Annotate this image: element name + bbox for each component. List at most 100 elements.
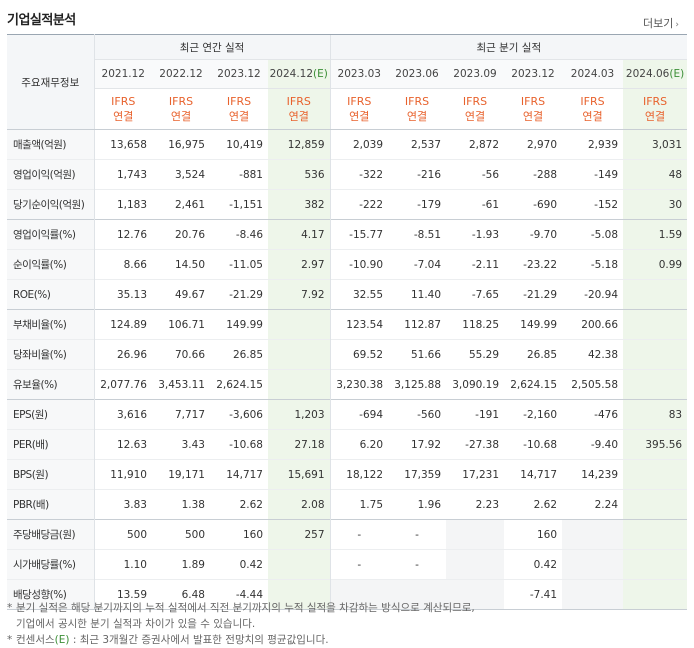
period-label: 2023.06	[395, 68, 439, 80]
table-cell	[268, 549, 331, 580]
table-cell: 13,658	[94, 129, 152, 160]
table-cell: 42.38	[562, 339, 624, 370]
ifrs-header: IFRS 연결	[504, 88, 563, 130]
ifrs-header: IFRS 연결	[623, 88, 688, 130]
section-title: 기업실적분석	[7, 13, 76, 28]
table-cell: 19,171	[152, 459, 210, 490]
consolidated-label: 연결	[644, 110, 666, 123]
table-cell: 27.18	[268, 429, 331, 460]
row-label[interactable]: PBR(배)	[7, 489, 95, 520]
table-cell: 10,419	[210, 129, 268, 160]
table-cell: 69.52	[329, 339, 389, 370]
ifrs-label: IFRS	[404, 95, 430, 108]
ifrs-header: IFRS 연결	[329, 88, 389, 130]
table-cell	[623, 309, 688, 340]
table-cell: 0.42	[210, 549, 268, 580]
table-cell: 11.40	[388, 279, 447, 310]
table-row: 배당성향(%) 13.59 6.48 -4.44 -7.41	[7, 579, 688, 610]
row-label[interactable]: PER(배)	[7, 429, 95, 460]
table-cell: 2,077.76	[94, 369, 152, 400]
table-cell: -152	[562, 189, 624, 220]
row-label[interactable]: 영업이익(억원)	[7, 159, 95, 190]
ifrs-header: IFRS 연결	[94, 88, 152, 130]
table-cell: -	[388, 549, 447, 580]
ifrs-header: IFRS 연결	[152, 88, 210, 130]
row-label[interactable]: 시가배당률(%)	[7, 549, 95, 580]
table-cell	[562, 579, 624, 610]
table-cell: -179	[388, 189, 447, 220]
table-cell	[446, 549, 505, 580]
period-header: 2023.09	[446, 59, 505, 89]
table-cell: 30	[623, 189, 688, 220]
table-cell: 2.23	[446, 489, 505, 520]
table-cell	[623, 369, 688, 400]
row-label[interactable]: 부채비율(%)	[7, 309, 95, 340]
table-cell: 3,524	[152, 159, 210, 190]
table-cell: 2,872	[446, 129, 505, 160]
table-cell: -191	[446, 399, 505, 430]
annual-group-header: 최근 연간 실적	[94, 34, 331, 60]
table-cell: -8.51	[388, 219, 447, 250]
financial-summary-table: 주요재무정보 최근 연간 실적 최근 분기 실적 2021.12 2022.12 2…	[7, 34, 688, 610]
table-row: 유보율(%) 2,077.76 3,453.11 2,624.15 3,230.38 3,…	[7, 369, 688, 400]
row-label[interactable]: ROE(%)	[7, 279, 95, 310]
row-label[interactable]: 당기순이익(억원)	[7, 189, 95, 220]
consolidated-label: 연결	[406, 110, 428, 123]
row-label[interactable]: 당좌비율(%)	[7, 339, 95, 370]
table-cell: 2.97	[268, 249, 331, 280]
table-cell: 3,031	[623, 129, 688, 160]
table-cell: 51.66	[388, 339, 447, 370]
estimate-mark: (E)	[669, 68, 685, 80]
row-label[interactable]: 순이익률(%)	[7, 249, 95, 280]
more-link[interactable]: 더보기 ›	[643, 15, 679, 31]
table-cell: 2,505.58	[562, 369, 624, 400]
table-cell	[446, 579, 505, 610]
table-row: 주당배당금(원) 500 500 160 257- -160	[7, 519, 688, 550]
table-cell: -7.04	[388, 249, 447, 280]
row-label[interactable]: BPS(원)	[7, 459, 95, 490]
footnote-bullet: *	[7, 634, 13, 646]
table-cell: -149	[562, 159, 624, 190]
row-label[interactable]: 주당배당금(원)	[7, 519, 95, 550]
footnotes: * 분기 실적은 해당 분기까지의 누적 실적에서 직전 분기까지의 누적 실적…	[7, 600, 687, 648]
table-cell: 15,691	[268, 459, 331, 490]
period-header: 2023.12	[210, 59, 268, 89]
table-cell: -694	[329, 399, 389, 430]
table-cell: 2,461	[152, 189, 210, 220]
table-cell: -2,160	[504, 399, 563, 430]
table-cell: -10.90	[329, 249, 389, 280]
period-label: 2024.06	[625, 68, 670, 80]
row-label[interactable]: 매출액(억원)	[7, 129, 95, 160]
consolidated-label: 연결	[170, 110, 192, 123]
footnote-consensus-prefix: 컨센서스	[16, 634, 55, 646]
row-label[interactable]: 배당성향(%)	[7, 579, 95, 610]
table-cell: 12,859	[268, 129, 331, 160]
table-cell: 2,039	[329, 129, 389, 160]
table-cell: 2.62	[210, 489, 268, 520]
table-cell	[623, 579, 688, 610]
table-cell: 17,359	[388, 459, 447, 490]
table-cell: -27.38	[446, 429, 505, 460]
table-cell: 16,975	[152, 129, 210, 160]
table-cell: -23.22	[504, 249, 563, 280]
table-cell: 55.29	[446, 339, 505, 370]
table-cell: -10.68	[504, 429, 563, 460]
table-cell: 149.99	[504, 309, 563, 340]
table-cell: -3,606	[210, 399, 268, 430]
table-cell: 3,616	[94, 399, 152, 430]
table-cell: -476	[562, 399, 624, 430]
row-label[interactable]: 유보율(%)	[7, 369, 95, 400]
ifrs-header-row: IFRS 연결 IFRS 연결 IFRS 연결 IFRS 연결 IFRS 연결 IFRS 연결 IFRS…	[7, 88, 688, 130]
section-header: 기업실적분석 더보기 ›	[7, 7, 687, 31]
consolidated-label: 연결	[582, 110, 603, 123]
consolidated-label: 연결	[113, 110, 134, 123]
table-cell: -322	[329, 159, 389, 190]
row-label[interactable]: EPS(원)	[7, 399, 95, 430]
table-cell: 2,624.15	[210, 369, 268, 400]
row-label[interactable]: 영업이익률(%)	[7, 219, 95, 250]
consolidated-label: 연결	[288, 110, 309, 123]
footnote-quarter: * 분기 실적은 해당 분기까지의 누적 실적에서 직전 분기까지의 누적 실적…	[7, 600, 687, 632]
table-cell: 0.42	[504, 549, 563, 580]
period-label: 2021.12	[101, 68, 145, 80]
table-cell: -881	[210, 159, 268, 190]
